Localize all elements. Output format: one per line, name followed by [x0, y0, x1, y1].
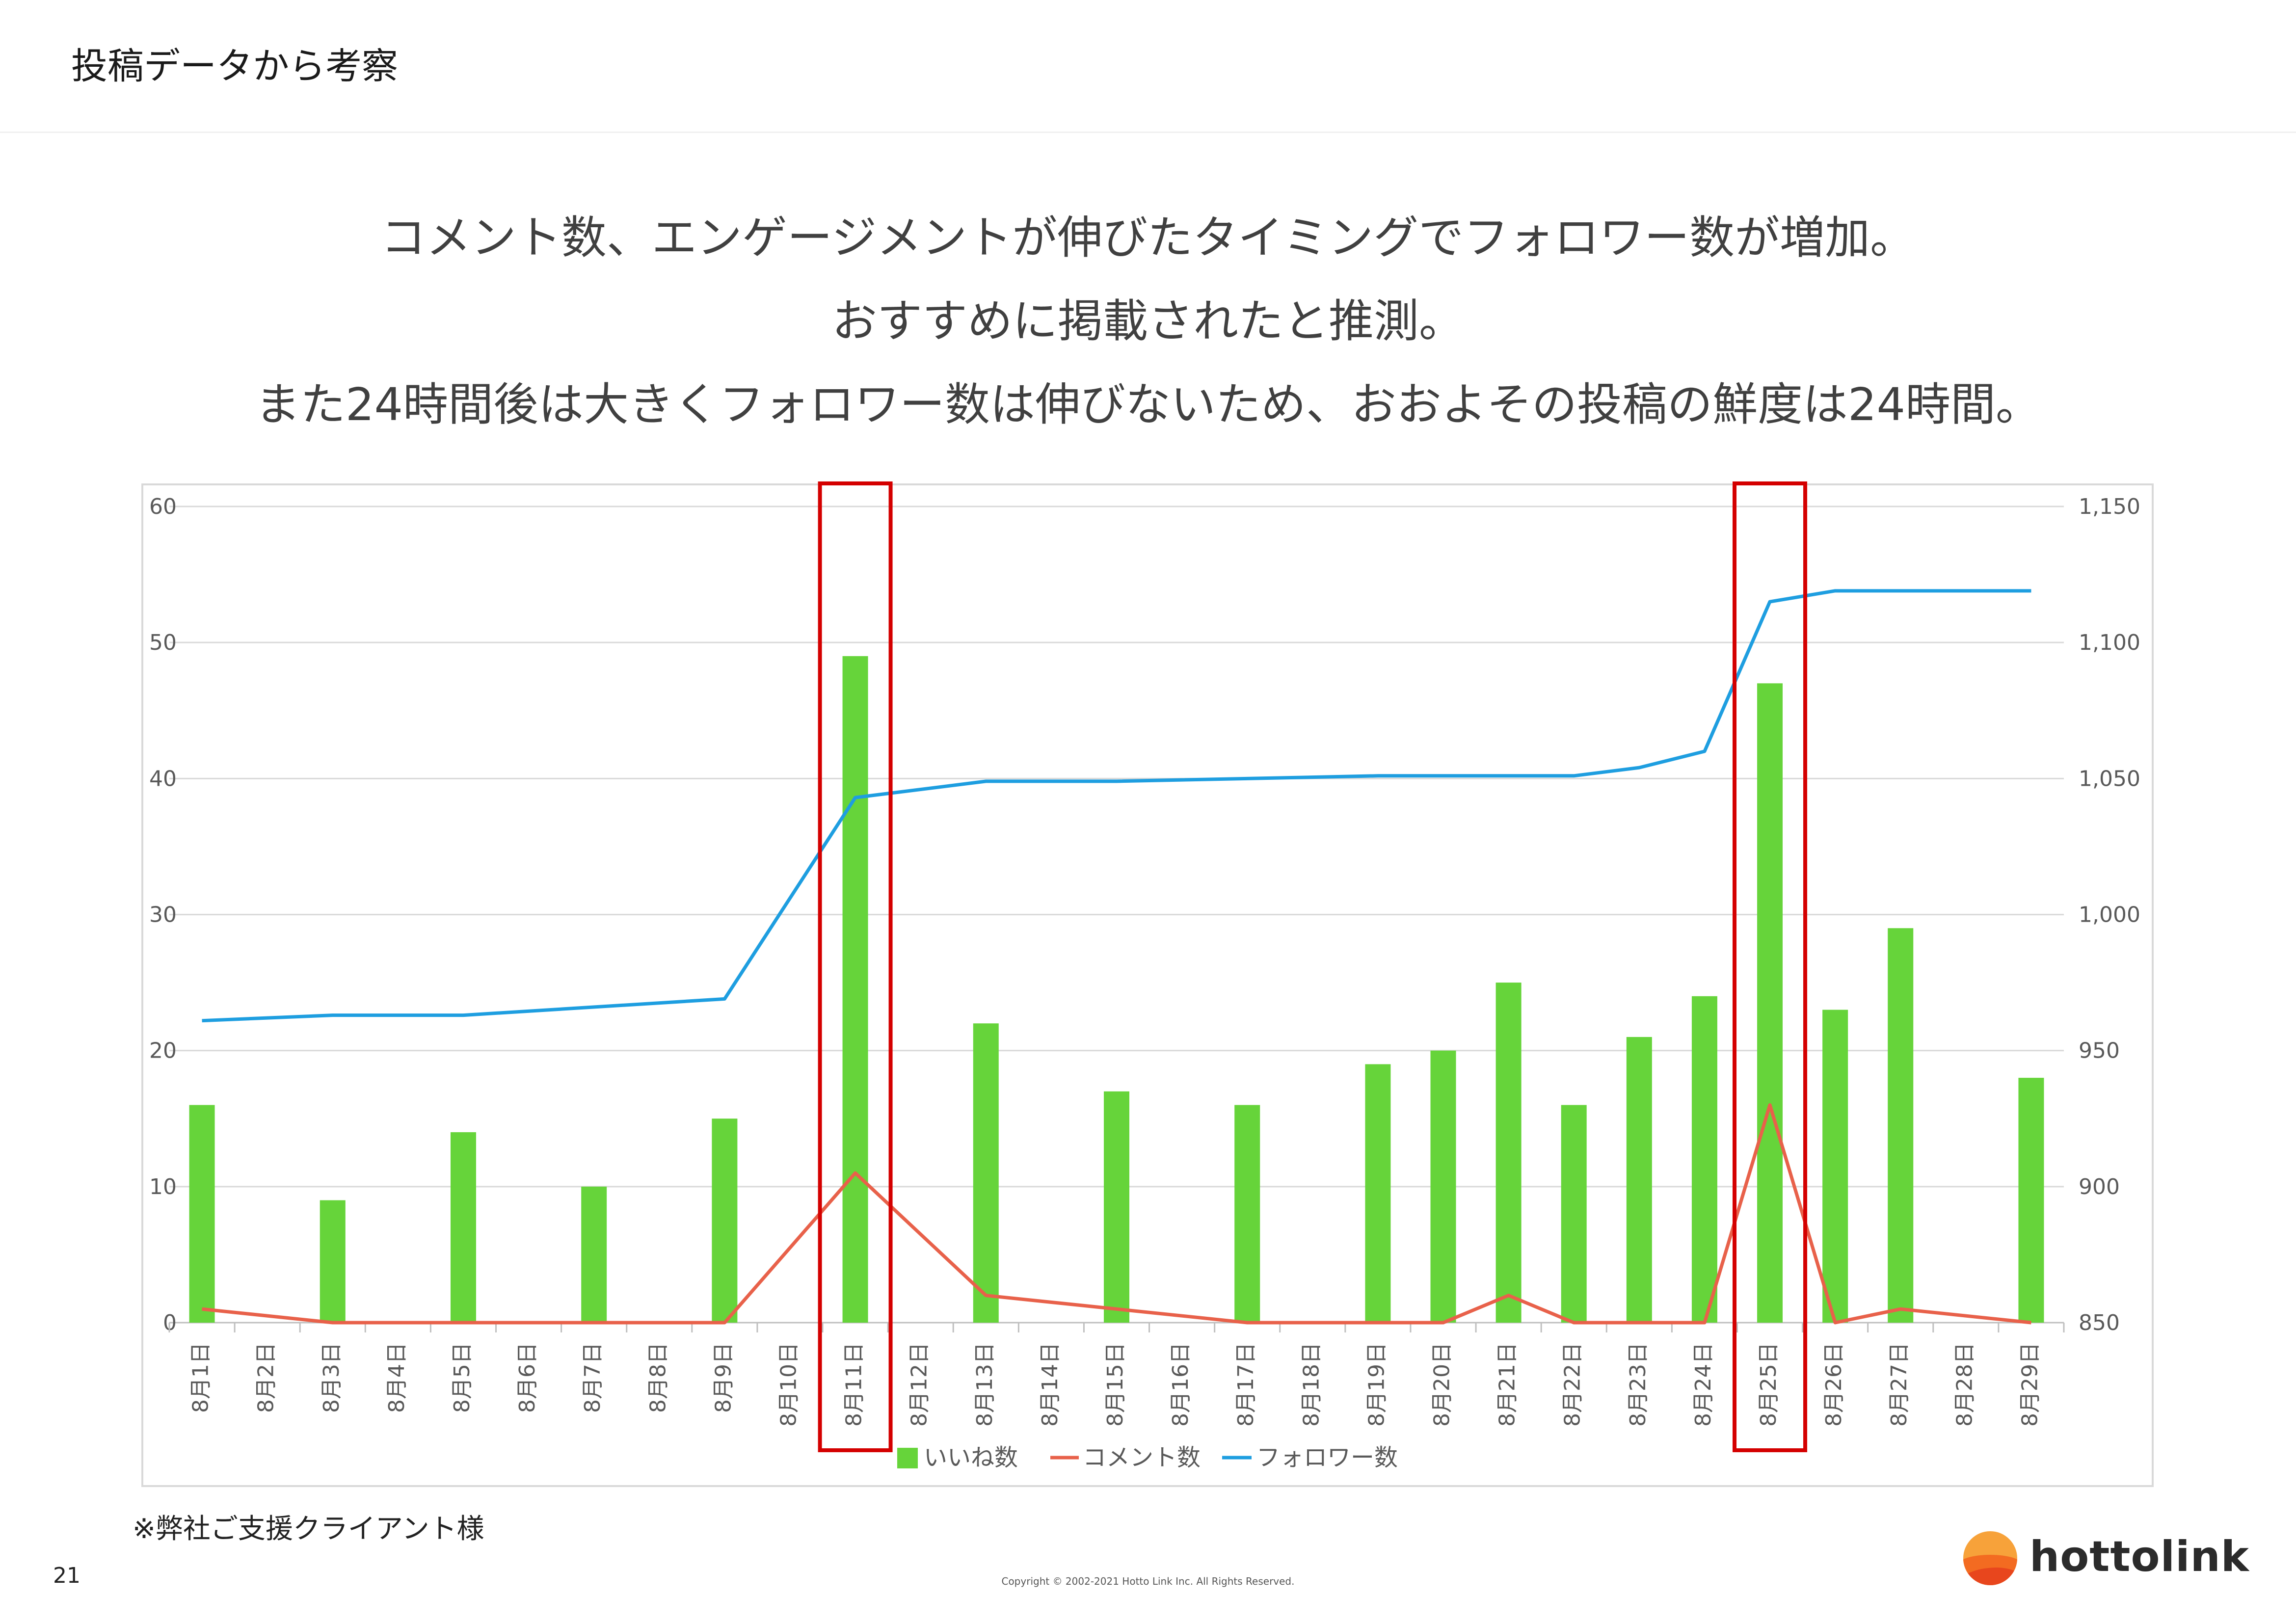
bar-likes	[2018, 1078, 2044, 1323]
y-right-tick-label: 1,150	[2079, 494, 2140, 519]
y-right-tick-label: 1,100	[2079, 630, 2140, 655]
x-tick-label: 8月11日	[842, 1342, 867, 1427]
y-right-tick-label: 1,000	[2079, 903, 2140, 928]
bar-likes	[450, 1132, 476, 1323]
x-tick-label: 8月6日	[515, 1342, 540, 1413]
x-tick-label: 8月10日	[776, 1342, 801, 1427]
line-comments	[202, 1103, 2031, 1325]
x-tick-label: 8月26日	[1821, 1342, 1846, 1427]
bar-likes	[1104, 1091, 1129, 1323]
bar-likes	[1888, 928, 1914, 1323]
legend-swatch-likes	[897, 1448, 918, 1468]
x-tick-label: 8月14日	[1038, 1342, 1063, 1427]
x-tick-label: 8月13日	[972, 1342, 997, 1427]
bar-likes	[842, 656, 868, 1323]
x-tick-label: 8月5日	[450, 1342, 475, 1413]
y-left-tick-label: 60	[149, 494, 177, 519]
line-followers	[202, 589, 2031, 1023]
bar-likes	[712, 1118, 738, 1323]
x-tick-label: 8月28日	[1952, 1342, 1977, 1427]
logo-text: hottolink	[2029, 1532, 2249, 1581]
bar-likes	[320, 1200, 346, 1323]
bar-likes	[1495, 983, 1522, 1323]
highlight-box	[1733, 481, 1808, 1452]
x-tick-label: 8月9日	[711, 1342, 736, 1413]
headline-line-2: おすすめに掲載されたと推測。	[831, 295, 1464, 347]
y-right-tick-label: 1,050	[2079, 766, 2140, 791]
x-tick-label: 8月7日	[580, 1342, 605, 1413]
x-tick-label: 8月12日	[907, 1342, 932, 1427]
y-left-tick-label: 10	[149, 1174, 177, 1199]
x-tick-label: 8月4日	[384, 1342, 409, 1413]
bar-likes	[1561, 1105, 1587, 1323]
copyright: Copyright © 2002-2021 Hotto Link Inc. Al…	[1001, 1575, 1295, 1587]
x-tick-label: 8月15日	[1103, 1342, 1128, 1427]
x-tick-label: 8月20日	[1430, 1342, 1455, 1427]
x-tick-label: 8月19日	[1364, 1342, 1389, 1427]
legend-label-comments: コメント数	[1083, 1444, 1201, 1471]
x-tick-label: 8月1日	[188, 1342, 214, 1413]
bar-likes	[1430, 1050, 1456, 1323]
bar-likes	[1822, 1010, 1848, 1323]
y-right-tick-label: 850	[2079, 1310, 2120, 1335]
bar-likes	[973, 1023, 999, 1323]
x-tick-label: 8月29日	[2017, 1342, 2042, 1427]
x-tick-label: 8月21日	[1495, 1342, 1520, 1427]
legend-label-likes: いいね数	[924, 1444, 1018, 1471]
y-left-tick-label: 20	[149, 1038, 177, 1064]
chart-frame	[141, 483, 2154, 1487]
bar-likes	[189, 1105, 215, 1323]
x-tick-label: 8月3日	[319, 1342, 344, 1413]
y-right-tick-label: 900	[2079, 1174, 2120, 1199]
page-number: 21	[53, 1563, 80, 1588]
bar-likes	[1691, 996, 1717, 1323]
x-tick-label: 8月27日	[1887, 1342, 1912, 1427]
x-tick-label: 8月2日	[254, 1342, 279, 1413]
legend-label-followers: フォロワー数	[1256, 1444, 1398, 1471]
highlight-box	[818, 481, 893, 1452]
bar-likes	[1626, 1037, 1652, 1323]
logo-mark-icon	[1963, 1531, 2017, 1585]
x-tick-label: 8月18日	[1299, 1342, 1324, 1427]
x-tick-label: 8月22日	[1560, 1342, 1585, 1427]
x-tick-label: 8月16日	[1168, 1342, 1193, 1427]
x-tick-label: 8月25日	[1756, 1342, 1781, 1427]
headline-line-3: また24時間後は大きくフォロワー数は伸びないため、おおよその投稿の鮮度は24時間…	[255, 378, 2041, 431]
x-tick-label: 8月24日	[1691, 1342, 1716, 1427]
bar-likes	[1757, 683, 1783, 1323]
headline-line-1: コメント数、エンゲージメントが伸びたタイミングでフォロワー数が増加。	[380, 212, 1916, 264]
y-right-tick-label: 950	[2079, 1038, 2120, 1064]
x-tick-label: 8月17日	[1233, 1342, 1258, 1427]
client-note: ※弊社ご支援クライアント様	[133, 1513, 484, 1545]
x-tick-label: 8月23日	[1626, 1342, 1651, 1427]
y-left-tick-label: 30	[149, 903, 177, 928]
bar-likes	[1234, 1105, 1260, 1323]
bar-likes	[1365, 1064, 1391, 1323]
slide-title: 投稿データから考察	[71, 45, 398, 87]
y-left-tick-label: 50	[149, 630, 177, 655]
header-divider	[0, 132, 2296, 133]
bar-likes	[581, 1186, 607, 1323]
hottolink-logo: hottolink	[1963, 1531, 2258, 1585]
y-left-tick-label: 40	[149, 766, 177, 791]
x-tick-label: 8月8日	[645, 1342, 670, 1413]
